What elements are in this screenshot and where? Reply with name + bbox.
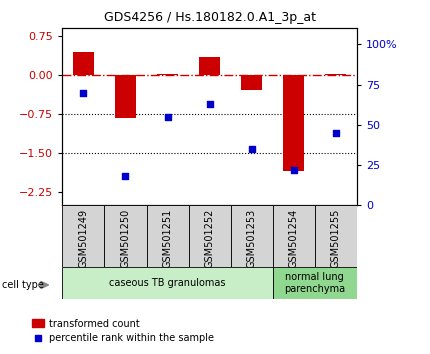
- Point: [248, 146, 255, 152]
- Polygon shape: [41, 281, 49, 289]
- Bar: [283, 75, 304, 171]
- Bar: [273, 205, 315, 267]
- Point: [332, 130, 339, 136]
- Bar: [62, 205, 104, 267]
- Bar: [315, 205, 357, 267]
- Bar: [189, 205, 230, 267]
- Bar: [199, 57, 220, 75]
- Point: [122, 173, 129, 179]
- Point: [164, 114, 171, 120]
- Bar: [241, 75, 262, 90]
- Text: caseous TB granulomas: caseous TB granulomas: [109, 278, 226, 288]
- Bar: [326, 74, 347, 75]
- Text: GSM501255: GSM501255: [331, 209, 341, 268]
- Text: GSM501249: GSM501249: [78, 209, 89, 268]
- Point: [206, 101, 213, 107]
- Bar: [115, 75, 136, 118]
- Bar: [104, 205, 147, 267]
- Bar: [273, 267, 357, 299]
- Bar: [73, 52, 94, 75]
- Text: normal lung
parenchyma: normal lung parenchyma: [284, 272, 345, 294]
- Bar: [157, 74, 178, 75]
- Bar: [147, 205, 189, 267]
- Point: [80, 90, 87, 96]
- Bar: [230, 205, 273, 267]
- Text: GSM501254: GSM501254: [289, 209, 299, 268]
- Text: GSM501250: GSM501250: [120, 209, 130, 268]
- Text: cell type: cell type: [2, 280, 44, 290]
- Text: GSM501252: GSM501252: [205, 209, 215, 268]
- Text: GSM501251: GSM501251: [163, 209, 172, 268]
- Legend: transformed count, percentile rank within the sample: transformed count, percentile rank withi…: [28, 315, 218, 347]
- Point: [290, 167, 297, 173]
- Title: GDS4256 / Hs.180182.0.A1_3p_at: GDS4256 / Hs.180182.0.A1_3p_at: [104, 11, 316, 24]
- Text: GSM501253: GSM501253: [247, 209, 257, 268]
- Bar: [62, 267, 273, 299]
